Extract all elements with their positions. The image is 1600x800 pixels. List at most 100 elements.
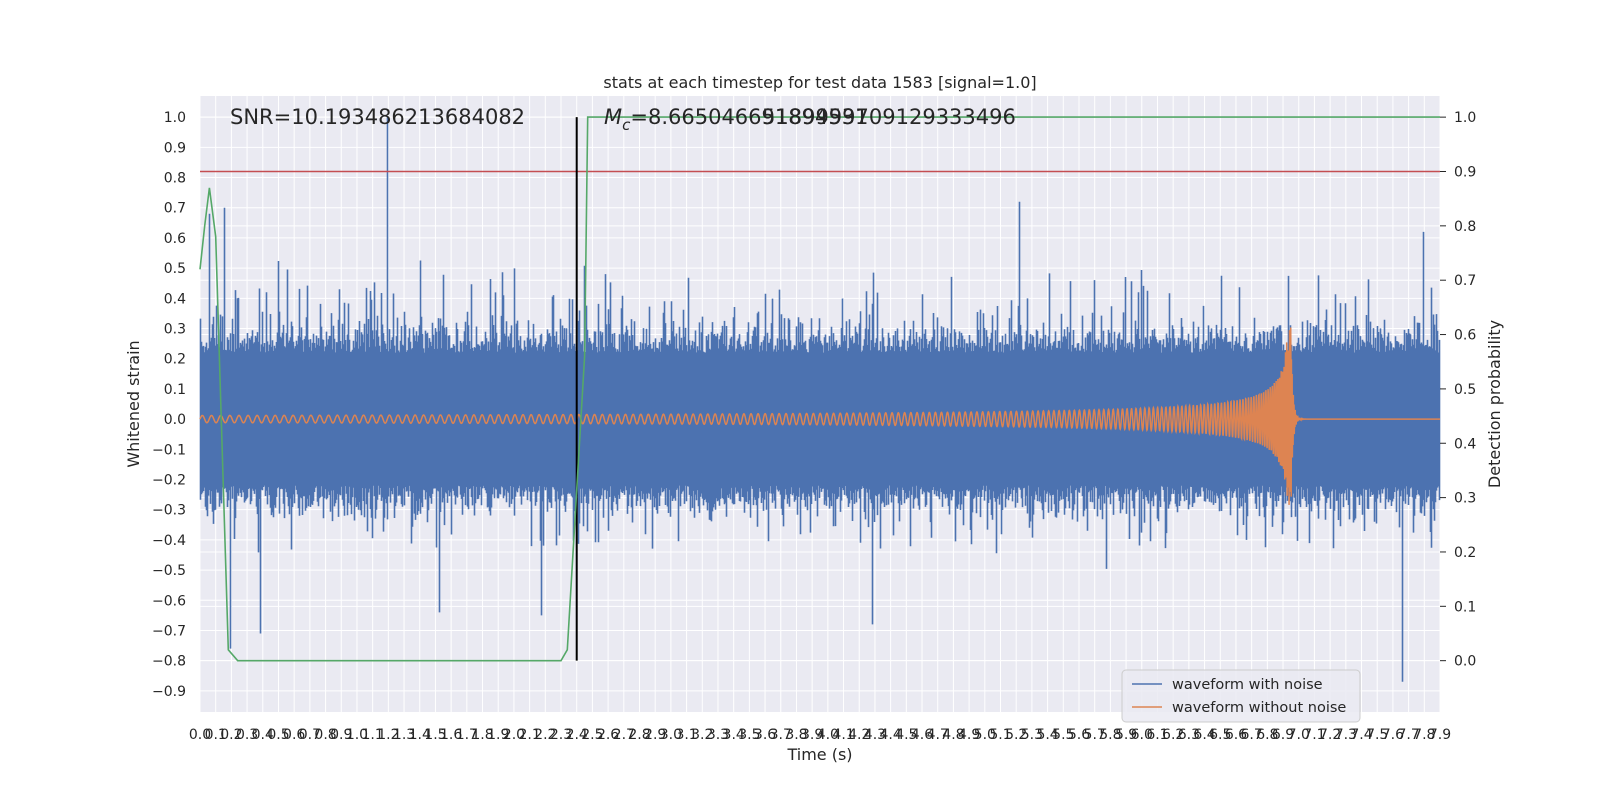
x-tick-label: 0.7 [299, 727, 321, 743]
x-tick-label: 7.5 [1366, 727, 1388, 743]
x-tick-label: 1.1 [362, 727, 384, 743]
x-tick-label: 4.7 [927, 727, 949, 743]
x-tick-label: 0.4 [252, 727, 274, 743]
x-tick-label: 0.3 [236, 727, 258, 743]
x-tick-label: 2.6 [597, 727, 619, 743]
y-left-tick-label: −0.3 [152, 503, 186, 519]
x-tick-label: 7.7 [1397, 727, 1419, 743]
x-tick-label: 5.8 [1099, 727, 1121, 743]
legend: waveform with noise waveform without noi… [1121, 669, 1361, 723]
x-tick-label: 7.1 [1303, 727, 1325, 743]
y-left-axis-label: Whitened strain [124, 340, 143, 467]
x-tick-label: 4.5 [895, 727, 917, 743]
y-left-tick-label: 0.8 [164, 171, 186, 187]
x-tick-label: 1.9 [487, 727, 509, 743]
legend-box [1121, 669, 1361, 723]
x-tick-label: 6.7 [1241, 727, 1263, 743]
y-left-tick-label: 0.9 [164, 140, 186, 156]
x-tick-label: 7.9 [1429, 727, 1451, 743]
x-tick-label: 3.5 [738, 727, 760, 743]
x-tick-label: 3.7 [770, 727, 792, 743]
x-tick-label: 5.0 [974, 727, 996, 743]
y-left-tick-label: 0.1 [164, 382, 186, 398]
detection-probability-line [199, 116, 1440, 662]
x-tick-label: 5.4 [1036, 727, 1058, 743]
x-tick-label: 3.6 [754, 727, 776, 743]
x-tick-label: 6.8 [1256, 727, 1278, 743]
overlap-annotation: 5189999709129333496 [762, 105, 1016, 129]
y-left-tick-label: −0.7 [152, 623, 186, 639]
x-tick-label: 1.2 [377, 727, 399, 743]
x-axis-label: Time (s) [786, 745, 852, 764]
x-tick-label: 1.7 [456, 727, 478, 743]
y-right-tick-label: 0.0 [1454, 654, 1476, 670]
x-tick-label: 1.8 [471, 727, 493, 743]
y-right-axis-ticks: 1.0 0.9 0.8 0.7 0.6 0.5 0.4 0.3 0.2 0.1 0.0 [1440, 110, 1476, 670]
x-tick-label: 5.7 [1084, 727, 1106, 743]
reference-lines [200, 117, 1440, 661]
x-tick-label: 7.3 [1335, 727, 1357, 743]
x-tick-label: 4.3 [864, 727, 886, 743]
y-right-tick-label: 0.8 [1454, 219, 1476, 235]
y-left-tick-label: 0.5 [164, 261, 186, 277]
clean-waveform-line [199, 327, 1440, 505]
x-tick-label: 6.5 [1209, 727, 1231, 743]
x-tick-label: 0.5 [267, 727, 289, 743]
y-left-axis-ticks: 1.0 0.9 0.8 0.7 0.6 0.5 0.4 0.3 0.2 0.1 0.0 −0.1 −0.… [152, 110, 186, 700]
x-tick-label: 7.2 [1319, 727, 1341, 743]
y-right-tick-label: 0.7 [1454, 273, 1476, 289]
y-left-tick-label: −0.4 [152, 533, 186, 549]
x-tick-label: 5.9 [1115, 727, 1137, 743]
x-tick-label: 2.5 [581, 727, 603, 743]
x-tick-label: 2.0 [503, 727, 525, 743]
y-left-tick-label: −0.1 [152, 442, 186, 458]
x-tick-label: 5.5 [1052, 727, 1074, 743]
x-tick-label: 7.6 [1382, 727, 1404, 743]
x-tick-label: 0.9 [330, 727, 352, 743]
y-left-tick-label: 0.4 [164, 291, 186, 307]
x-tick-label: 2.4 [566, 727, 588, 743]
x-tick-label: 0.1 [205, 727, 227, 743]
y-left-tick-label: 1.0 [164, 110, 186, 126]
y-right-axis-label: Detection probability [1485, 320, 1504, 488]
series-waveform-without-noise [199, 327, 1440, 505]
legend-label-waveform-with-noise: waveform with noise [1172, 677, 1323, 693]
x-tick-label: 3.3 [707, 727, 729, 743]
y-left-tick-label: −0.5 [152, 563, 186, 579]
y-left-tick-label: 0.6 [164, 231, 186, 247]
x-tick-label: 4.0 [817, 727, 839, 743]
y-left-tick-label: 0.3 [164, 322, 186, 338]
x-tick-label: 3.2 [691, 727, 713, 743]
chirp-mass-subscript: c [622, 116, 631, 134]
y-left-tick-label: 0.0 [164, 412, 186, 428]
x-tick-label: 7.4 [1350, 727, 1372, 743]
x-tick-label: 0.0 [189, 727, 211, 743]
x-tick-label: 5.2 [1005, 727, 1027, 743]
x-tick-label: 0.6 [283, 727, 305, 743]
chirp-mass-symbol: M [604, 105, 622, 129]
x-tick-label: 2.7 [613, 727, 635, 743]
chirp-mass-annotation: Mc=8.665046691894531 [604, 105, 868, 134]
x-tick-label: 1.6 [440, 727, 462, 743]
chirp-mass-value: =8.665046691894531 [630, 105, 868, 129]
x-tick-label: 6.0 [1131, 727, 1153, 743]
x-tick-label: 3.4 [723, 727, 745, 743]
x-tick-label: 0.8 [314, 727, 336, 743]
x-tick-label: 4.8 [942, 727, 964, 743]
y-right-tick-label: 0.6 [1454, 328, 1476, 344]
x-tick-label: 4.1 [832, 727, 854, 743]
y-right-tick-label: 0.5 [1454, 382, 1476, 398]
x-tick-label: 1.3 [393, 727, 415, 743]
y-right-tick-label: 1.0 [1454, 110, 1476, 126]
x-tick-label: 6.2 [1162, 727, 1184, 743]
x-tick-label: 1.4 [409, 727, 431, 743]
y-left-tick-label: 0.2 [164, 352, 186, 368]
y-left-tick-label: −0.2 [152, 472, 186, 488]
y-right-tick-label: 0.2 [1454, 545, 1476, 561]
y-right-tick-label: 0.1 [1454, 599, 1476, 615]
x-tick-label: 3.9 [801, 727, 823, 743]
x-tick-label: 2.1 [518, 727, 540, 743]
x-tick-label: 7.8 [1413, 727, 1435, 743]
x-tick-label: 3.1 [675, 727, 697, 743]
